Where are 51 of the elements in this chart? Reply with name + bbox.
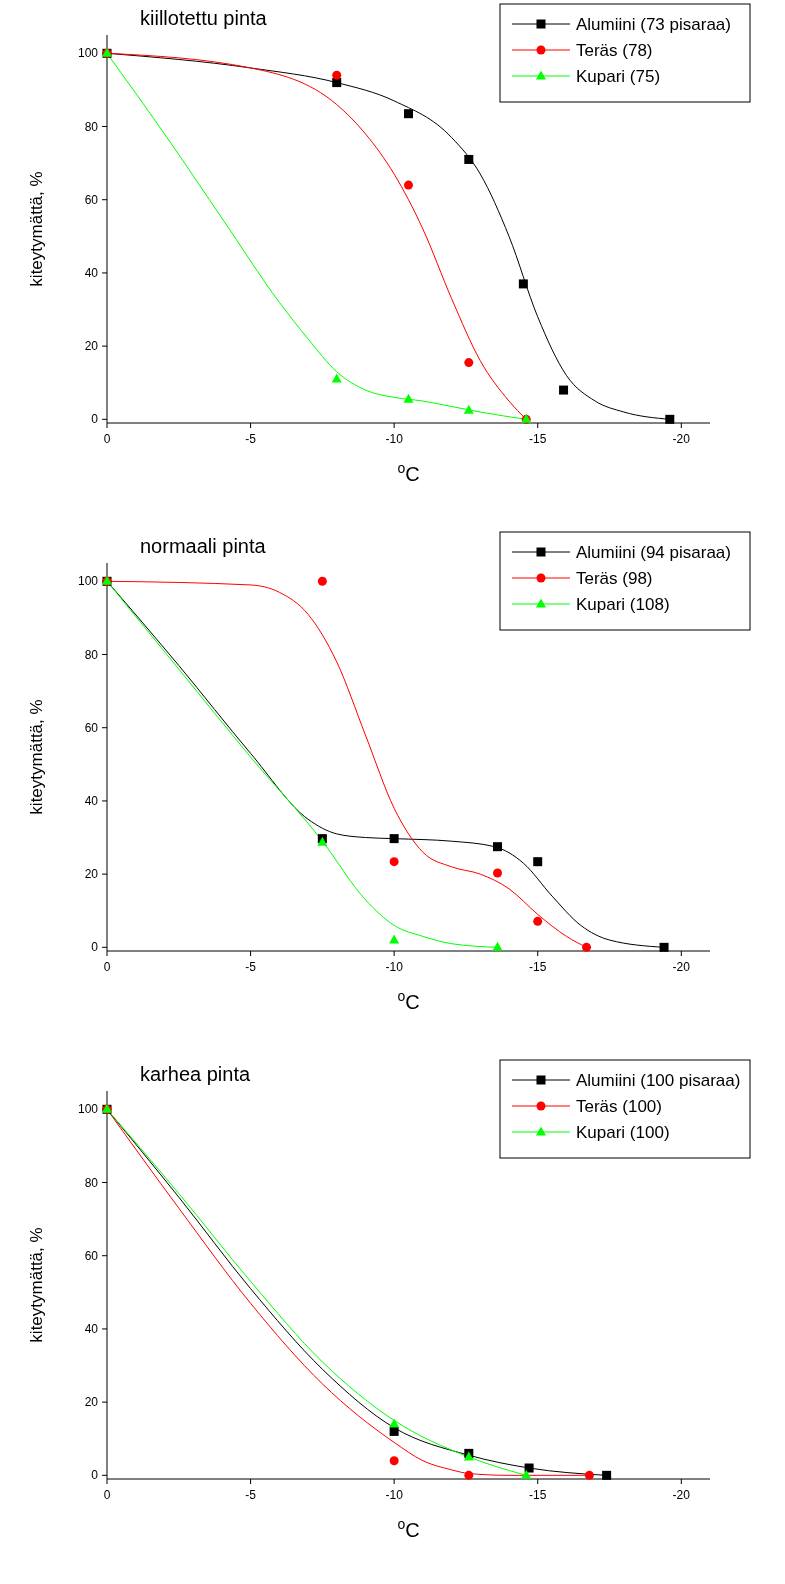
legend-label: Teräs (98) — [576, 569, 653, 588]
x-tick-label: -10 — [385, 432, 404, 446]
x-tick-label: -15 — [529, 960, 547, 974]
y-axis-title: kiteytymättä, % — [27, 1227, 46, 1343]
y-tick-label: 100 — [77, 1102, 99, 1117]
y-tick-label: 60 — [84, 720, 99, 735]
x-tick-label: 0 — [103, 960, 111, 974]
x-tick-label: -5 — [245, 1488, 257, 1502]
legend-label: Teräs (100) — [576, 1097, 662, 1116]
x-tick-label: -5 — [245, 960, 257, 974]
y-tick-label: 80 — [84, 647, 99, 662]
y-axis-title: kiteytymättä, % — [27, 699, 46, 815]
y-tick-label: 20 — [84, 1395, 99, 1410]
chart-title: normaali pinta — [140, 535, 267, 557]
y-tick-label: 60 — [84, 192, 99, 207]
x-tick-label: -20 — [672, 960, 691, 974]
x-tick-label: -10 — [385, 960, 404, 974]
y-tick-label: 80 — [84, 119, 99, 134]
legend-label: Alumiini (73 pisaraa) — [576, 15, 731, 34]
y-tick-label: 0 — [91, 1468, 99, 1483]
x-tick-label: -5 — [245, 432, 257, 446]
y-tick-label: 20 — [84, 867, 99, 882]
x-tick-label: -15 — [529, 1488, 547, 1502]
y-tick-label: 40 — [84, 265, 99, 280]
y-tick-label: 100 — [77, 46, 99, 61]
x-tick-label: -20 — [672, 432, 691, 446]
legend-label: Alumiini (94 pisaraa) — [576, 543, 731, 562]
legend-label: Teräs (78) — [576, 41, 653, 60]
y-tick-label: 20 — [84, 339, 99, 354]
x-axis-title: $^{o}$C — [397, 988, 420, 1013]
x-tick-label: -10 — [385, 1488, 404, 1502]
y-tick-label: 0 — [91, 412, 99, 427]
y-tick-label: 40 — [84, 793, 99, 808]
legend-label: Kupari (75) — [576, 67, 661, 86]
chart-title: kiillotettu pinta — [140, 7, 268, 29]
x-tick-label: -20 — [672, 1488, 691, 1502]
y-tick-label: 60 — [84, 1248, 99, 1263]
legend-label: Alumiini (100 pisaraa) — [576, 1071, 741, 1090]
legend-label: Kupari (108) — [576, 595, 670, 614]
x-tick-label: 0 — [103, 1488, 111, 1502]
y-axis-title: kiteytymättä, % — [27, 171, 46, 287]
x-tick-label: 0 — [103, 432, 111, 446]
x-axis-title: $^{o}$C — [397, 1516, 420, 1541]
x-tick-label: -15 — [529, 432, 547, 446]
y-tick-label: 40 — [84, 1321, 99, 1336]
legend-label: Kupari (100) — [576, 1123, 670, 1142]
chart-title: karhea pinta — [140, 1063, 251, 1085]
y-tick-label: 100 — [77, 574, 99, 589]
x-axis-title: $^{o}$C — [397, 460, 420, 485]
y-tick-label: 0 — [91, 940, 99, 955]
y-tick-label: 80 — [84, 1175, 99, 1190]
